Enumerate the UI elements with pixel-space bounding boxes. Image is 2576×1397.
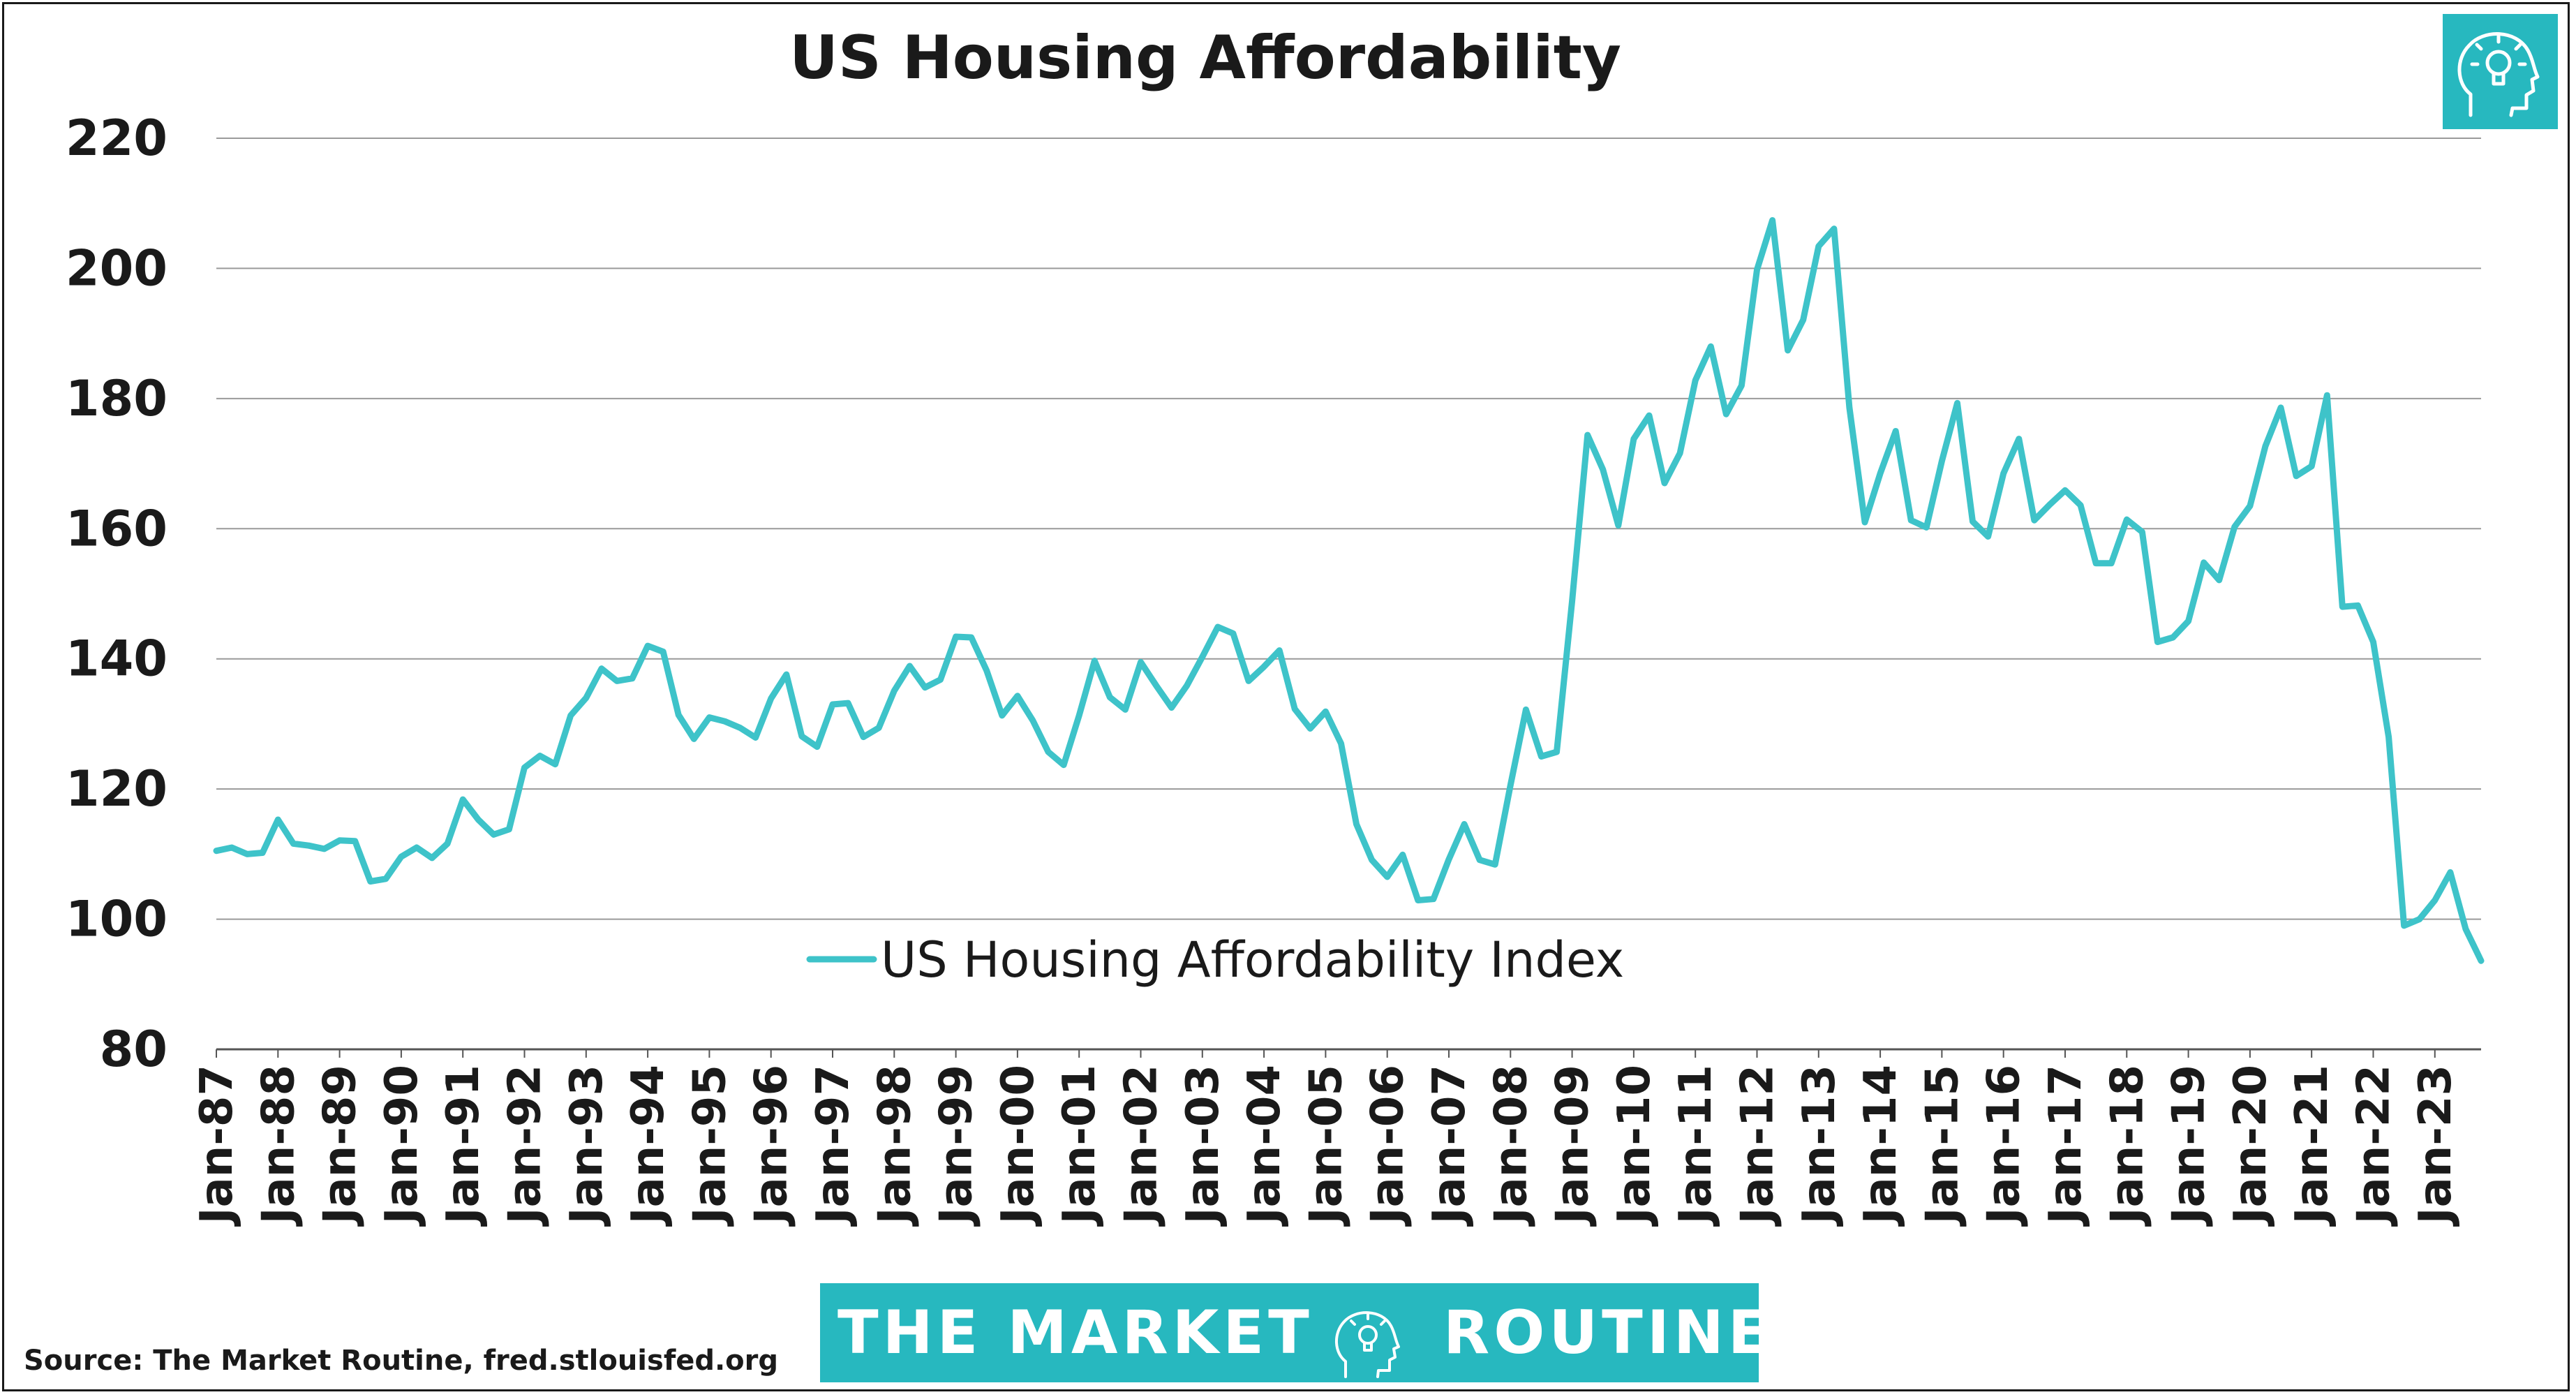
x-tick-label: Jan-21 xyxy=(2286,1065,2338,1227)
x-tick-label: Jan-11 xyxy=(1670,1065,1722,1227)
y-tick-label: 220 xyxy=(66,110,167,167)
x-tick-label: Jan-98 xyxy=(869,1065,921,1227)
x-tick-label: Jan-16 xyxy=(1979,1065,2030,1227)
source-note: Source: The Market Routine, fred.stlouis… xyxy=(24,1345,778,1377)
x-tick-label: Jan-94 xyxy=(623,1065,674,1227)
x-tick-label: Jan-01 xyxy=(1054,1065,1105,1227)
grid-layer xyxy=(216,138,2481,1051)
lightbulb-head-logo-icon xyxy=(2457,32,2540,117)
x-axis-ticks: Jan-87 Jan-88 Jan-89 Jan-90 Jan-91 Jan-92 Jan-… xyxy=(191,1049,2462,1227)
banner-text-left: THE MARKET xyxy=(837,1298,1313,1368)
x-tick-label: Jan-05 xyxy=(1300,1065,1352,1227)
x-tick-label: Jan-12 xyxy=(1732,1065,1783,1227)
x-tick-label: Jan-17 xyxy=(2040,1065,2092,1227)
series-line-us-housing-affordability-index xyxy=(213,217,2485,964)
x-tick-label: Jan-02 xyxy=(1115,1065,1167,1227)
x-tick-label: Jan-19 xyxy=(2164,1065,2215,1227)
x-tick-label: Jan-09 xyxy=(1547,1065,1599,1227)
x-tick-label: Jan-10 xyxy=(1609,1065,1660,1227)
x-tick-label: Jan-18 xyxy=(2101,1065,2153,1227)
x-tick-label: Jan-04 xyxy=(1239,1065,1290,1227)
x-tick-label: Jan-20 xyxy=(2225,1065,2277,1227)
y-tick-label: 200 xyxy=(66,239,167,297)
x-tick-label: Jan-97 xyxy=(807,1065,859,1227)
chart-title: US Housing Affordability xyxy=(789,23,1621,93)
x-tick-label: Jan-22 xyxy=(2348,1065,2399,1227)
x-tick-label: Jan-03 xyxy=(1177,1065,1229,1227)
legend: US Housing Affordability Index xyxy=(806,931,1624,989)
legend-label: US Housing Affordability Index xyxy=(881,931,1624,989)
y-tick-label: 120 xyxy=(66,760,167,818)
y-axis-ticks: 80 100 120 140 160 180 200 220 xyxy=(66,110,167,1078)
banner-text-right: ROUTINE xyxy=(1443,1298,1773,1368)
x-tick-label: Jan-13 xyxy=(1794,1065,1845,1227)
y-tick-label: 80 xyxy=(100,1021,167,1078)
x-tick-label: Jan-15 xyxy=(1916,1065,1968,1227)
x-tick-label: Jan-88 xyxy=(253,1065,304,1227)
brand-logo-icon xyxy=(2443,14,2558,129)
x-tick-label: Jan-07 xyxy=(1424,1065,1475,1227)
brand-banner: THE MARKET ROUTINE xyxy=(820,1283,1773,1382)
y-tick-label: 100 xyxy=(66,891,167,948)
x-tick-label: Jan-99 xyxy=(931,1065,983,1227)
x-tick-label: Jan-08 xyxy=(1485,1065,1537,1227)
x-tick-label: Jan-00 xyxy=(992,1065,1044,1227)
y-tick-label: 180 xyxy=(66,370,167,427)
x-tick-label: Jan-23 xyxy=(2410,1065,2462,1227)
x-tick-label: Jan-14 xyxy=(1855,1065,1907,1227)
x-tick-label: Jan-89 xyxy=(315,1065,366,1227)
y-tick-label: 140 xyxy=(66,630,167,688)
x-tick-label: Jan-06 xyxy=(1362,1065,1414,1227)
x-tick-label: Jan-90 xyxy=(376,1065,428,1227)
x-tick-label: Jan-96 xyxy=(746,1065,798,1227)
y-tick-label: 160 xyxy=(66,500,167,557)
x-tick-label: Jan-87 xyxy=(191,1065,243,1227)
banner-box xyxy=(820,1283,1759,1382)
banner-lightbulb-icon xyxy=(1334,1311,1400,1378)
x-tick-label: Jan-93 xyxy=(561,1065,613,1227)
x-tick-label: Jan-91 xyxy=(438,1065,489,1227)
x-tick-label: Jan-92 xyxy=(499,1065,551,1227)
x-tick-label: Jan-95 xyxy=(684,1065,736,1227)
